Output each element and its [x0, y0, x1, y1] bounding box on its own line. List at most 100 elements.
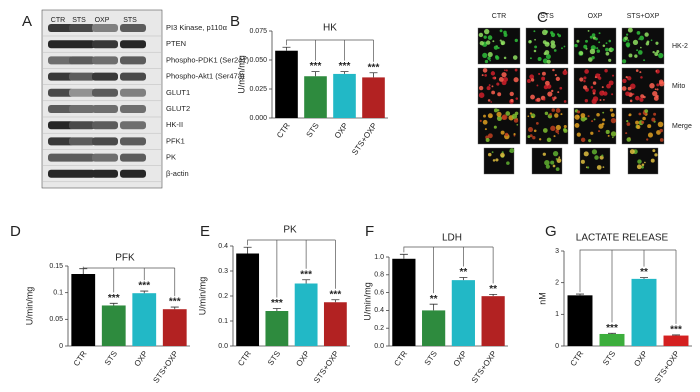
micrograph-cell: [514, 68, 518, 72]
y-tick-label: 0.050: [249, 57, 267, 64]
error-bar: [272, 308, 281, 311]
micrograph-cell: [641, 120, 645, 124]
micrograph-cell: [555, 129, 559, 134]
micrograph-cell: [538, 138, 542, 141]
micrograph-cell: [552, 68, 555, 72]
micrograph-cell: [542, 58, 548, 64]
blot-band: [92, 72, 118, 81]
micrograph-cell: [555, 157, 558, 161]
panel-letter: E: [200, 223, 210, 240]
micrograph-cell: [630, 83, 636, 90]
micrograph-cell: [636, 49, 639, 52]
blot-row-label: PTEN: [166, 39, 186, 48]
significance-bracket: [286, 39, 374, 62]
blot-band: [69, 40, 95, 49]
blot-band: [120, 40, 146, 49]
micrograph-cell: [489, 59, 491, 62]
micrograph-cell: [643, 59, 646, 62]
micrograph-cell: [584, 99, 589, 103]
micrograph-cell: [498, 77, 504, 82]
micrograph-cell: [583, 151, 589, 157]
micrograph-cell: [610, 113, 615, 117]
micrograph-cell: [583, 80, 586, 83]
micrograph: [483, 147, 515, 175]
micrograph-cell: [555, 108, 561, 113]
bar: [294, 283, 318, 346]
error-bar: [489, 293, 498, 297]
micrograph-cell: [514, 38, 518, 43]
micrograph-cell: [656, 83, 660, 87]
x-tick-label: CTR: [72, 349, 89, 368]
blot-column-label: STS: [72, 17, 86, 24]
micrograph-cell: [501, 72, 507, 78]
micrograph-cell: [594, 155, 599, 160]
micrograph-cell: [589, 35, 593, 39]
blot-row-label: GLUT2: [166, 104, 190, 113]
micrograph-cell: [587, 29, 590, 32]
blot-band: [120, 169, 146, 178]
micrograph: [573, 107, 617, 145]
micrograph-cell: [544, 159, 550, 166]
micrograph-cell: [554, 113, 559, 118]
micrograph-cell: [599, 99, 602, 102]
blot-row-label: PK: [166, 153, 176, 162]
micrograph-cell: [596, 47, 599, 50]
micrograph-cell: [555, 124, 561, 131]
micrograph-cell: [637, 50, 643, 55]
micrograph-cell: [534, 38, 536, 41]
micrograph-cell: [551, 89, 554, 93]
micrograph-cell: [515, 97, 519, 100]
blot-band: [48, 121, 74, 130]
micrograph-cell: [496, 111, 502, 117]
micrograph-cell: [559, 86, 563, 90]
micrograph-cell: [625, 75, 628, 79]
significance: **: [430, 294, 438, 305]
micrograph-cell: [601, 154, 604, 157]
micrograph-cell: [513, 118, 519, 123]
y-axis-label: nM: [537, 292, 547, 305]
bar: [275, 50, 298, 118]
micrograph-cell: [608, 58, 612, 62]
y-tick-label: 0: [555, 343, 559, 350]
blot-column-label: OXP: [95, 17, 110, 24]
x-tick-label: CTR: [569, 349, 586, 368]
significance: ***: [670, 325, 682, 336]
x-tick-label: STS: [601, 349, 617, 367]
micrograph-cell: [529, 74, 535, 80]
significance: ***: [330, 289, 342, 300]
significance: ***: [368, 62, 380, 73]
bar: [162, 309, 187, 346]
micrograph-cell: [504, 132, 509, 137]
micro-row-label: HK-2: [672, 43, 688, 50]
micrograph-cell: [611, 48, 615, 51]
chart-title: LACTATE RELEASE: [576, 233, 669, 244]
micrograph-cell: [598, 41, 601, 44]
micrograph-cell: [488, 84, 491, 87]
micrograph-cell: [639, 71, 642, 74]
bar: [631, 278, 657, 346]
blot-band: [92, 40, 118, 49]
micrograph-cell: [603, 98, 605, 101]
x-tick-label: OXP: [632, 349, 649, 368]
micrograph-cell: [644, 109, 649, 114]
y-tick-label: 0.1: [218, 318, 228, 325]
micrograph-cell: [637, 159, 642, 164]
micrograph-cell: [653, 112, 657, 116]
blot-band: [69, 88, 95, 97]
micrograph-cell: [643, 95, 646, 99]
micrograph-cell: [621, 86, 627, 91]
micrograph-cell: [640, 165, 644, 169]
y-tick-label: 2: [555, 280, 559, 287]
micrograph-cell: [636, 164, 642, 170]
blot-band: [48, 24, 74, 32]
micrograph-cell: [491, 151, 494, 154]
y-tick-label: 1.0: [374, 254, 384, 261]
error-bar: [331, 299, 340, 303]
micrograph-cell: [482, 119, 488, 125]
micrograph-cell: [634, 54, 638, 58]
micrograph-cell: [478, 92, 485, 98]
micrograph-cell: [527, 115, 530, 118]
micrograph-cell: [627, 39, 630, 42]
blot-band: [120, 137, 146, 146]
micrograph-cell: [588, 57, 593, 62]
